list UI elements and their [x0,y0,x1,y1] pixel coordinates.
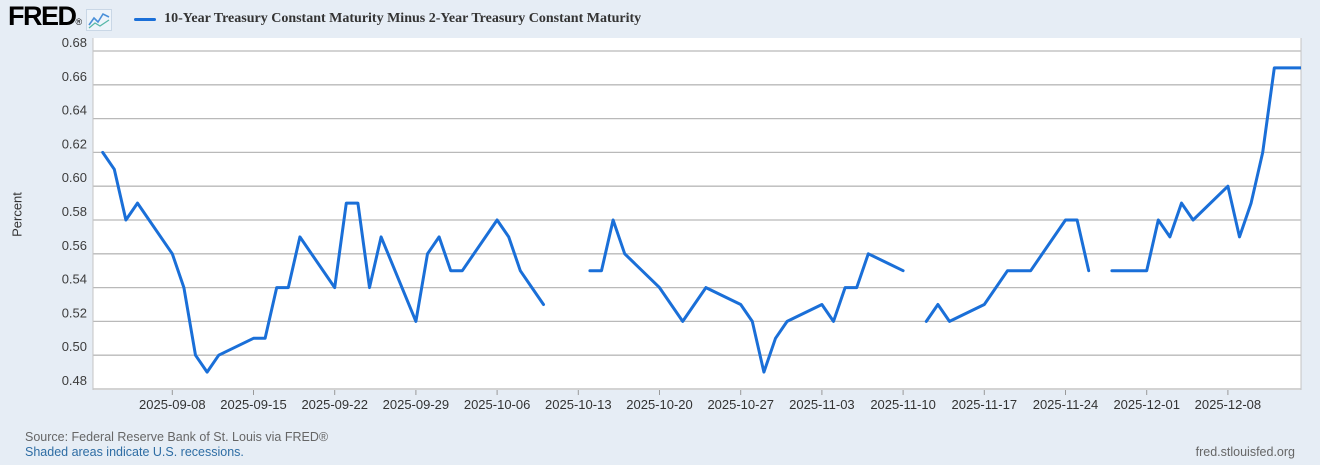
svg-text:0.54: 0.54 [62,272,87,287]
svg-text:0.50: 0.50 [62,339,87,354]
svg-text:2025-11-03: 2025-11-03 [789,397,855,412]
svg-text:2025-11-10: 2025-11-10 [870,397,936,412]
svg-text:0.56: 0.56 [62,238,87,253]
svg-text:0.48: 0.48 [62,373,87,388]
svg-text:2025-09-15: 2025-09-15 [220,397,287,412]
recessions-note-link[interactable]: Shaded areas indicate U.S. recessions. [25,445,244,459]
gridlines [93,50,1301,390]
fred-logo-registered-mark: ® [75,17,83,27]
svg-text:0.68: 0.68 [62,35,87,50]
y-axis-tick-labels: 0.48 0.50 0.52 0.54 0.56 0.58 0.60 0.62 0.64 0.66… [62,35,87,388]
fred-site-link[interactable]: fred.stlouisfed.org [1195,445,1295,459]
svg-text:2025-11-17: 2025-11-17 [952,397,1018,412]
svg-text:0.62: 0.62 [62,136,87,151]
svg-text:2025-10-13: 2025-10-13 [545,397,612,412]
svg-text:2025-11-24: 2025-11-24 [1033,397,1099,412]
svg-text:0.52: 0.52 [62,305,87,320]
source-attribution: Source: Federal Reserve Bank of St. Loui… [25,430,329,444]
chart-legend: 10-Year Treasury Constant Maturity Minus… [134,11,641,27]
svg-text:2025-12-08: 2025-12-08 [1195,397,1262,412]
series-line [101,66,1301,374]
svg-text:0.58: 0.58 [62,204,87,219]
svg-text:2025-10-20: 2025-10-20 [626,397,693,412]
fred-logo-text: FRED [8,1,77,31]
x-axis-tick-labels: 2025-09-08 2025-09-15 2025-09-22 2025-09-29… [139,397,1261,412]
fred-logo: FRED® [8,1,82,37]
svg-text:2025-09-29: 2025-09-29 [383,397,450,412]
y-axis-label: Percent [9,192,25,237]
svg-text:2025-09-22: 2025-09-22 [301,397,368,412]
svg-text:2025-10-27: 2025-10-27 [707,397,774,412]
x-axis-ticks [171,390,1229,395]
svg-text:0.64: 0.64 [62,103,87,118]
svg-text:0.66: 0.66 [62,69,87,84]
legend-line-swatch [134,17,157,21]
svg-text:2025-09-08: 2025-09-08 [139,397,206,412]
series-title: 10-Year Treasury Constant Maturity Minus… [164,11,642,26]
svg-text:2025-12-01: 2025-12-01 [1113,397,1180,412]
svg-text:2025-10-06: 2025-10-06 [464,397,531,412]
fred-logo-chart-icon [86,9,113,31]
chart-header: FRED® 10-Year Treasury Constant Maturity… [8,1,641,37]
svg-text:0.60: 0.60 [62,170,87,185]
